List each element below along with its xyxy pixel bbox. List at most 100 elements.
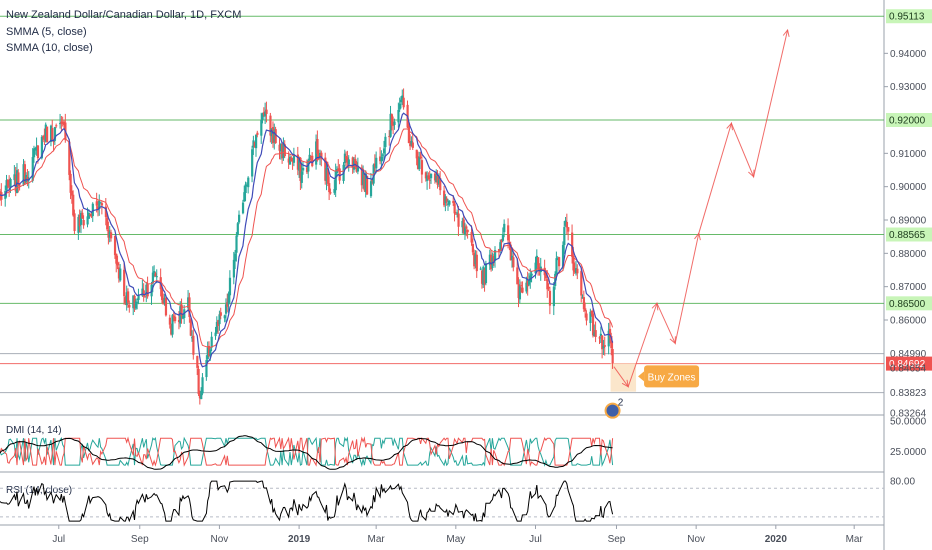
dmi-pane[interactable]: DMI (14, 14) 50.0000 25.0000: [0, 417, 927, 470]
candle-body: [72, 194, 75, 216]
candle-body: [329, 192, 332, 194]
time-tick-label: Sep: [608, 534, 626, 545]
price-tag-0.86500[interactable]: [886, 296, 932, 311]
candle-body: [15, 170, 19, 193]
candle-body: [325, 168, 328, 181]
candle-body: [99, 202, 102, 204]
candle-body: [62, 121, 66, 125]
candle-body: [299, 157, 302, 181]
time-tick-label: Nov: [687, 534, 705, 545]
price-tag-text: 0.84692: [889, 359, 926, 370]
candle-body: [428, 179, 431, 181]
candle-body: [470, 231, 473, 243]
candle-body: [351, 157, 354, 168]
rsi-pane[interactable]: RSI (14, close)80.00: [0, 477, 915, 523]
candle-body: [146, 284, 149, 297]
projection-arrowhead: [748, 169, 755, 178]
candle-body: [548, 290, 552, 306]
candle-body: [296, 154, 299, 170]
candle-body: [251, 149, 254, 177]
time-tick-label: Jul: [52, 534, 65, 545]
candle-body: [253, 142, 256, 148]
candle-body: [507, 225, 510, 241]
candle-body: [518, 286, 522, 300]
candle-body: [187, 297, 190, 308]
candle-body: [106, 217, 109, 230]
buy-zones-label: Buy Zones: [648, 372, 696, 383]
candle-body: [555, 258, 558, 276]
candle-body: [308, 154, 311, 160]
candle-body: [228, 277, 232, 296]
candle-body: [125, 292, 128, 306]
candle-body: [95, 201, 98, 206]
candle-body: [13, 174, 16, 181]
candle-body: [68, 141, 71, 175]
candle-body: [390, 114, 394, 126]
candle-body: [407, 125, 411, 143]
candle-body: [520, 285, 523, 287]
candle-body: [581, 297, 584, 299]
candle-body: [343, 153, 347, 164]
candle-body: [223, 315, 226, 319]
candle-body: [40, 136, 43, 159]
buy-zones-callout[interactable]: [644, 365, 700, 388]
candle-body: [552, 286, 555, 307]
candle-body: [315, 141, 318, 165]
candle-body: [500, 240, 503, 243]
candle-body: [168, 317, 171, 325]
candle-body: [87, 212, 91, 219]
candle-body: [281, 144, 284, 159]
candle-body: [501, 234, 505, 241]
candle-body: [305, 167, 309, 173]
price-tick-label: 0.94000: [890, 49, 927, 60]
candle-body: [354, 158, 357, 164]
price-pane[interactable]: Buy Zones 2: [0, 15, 884, 419]
time-axis[interactable]: Jul Sep Nov 2019 Mar May Jul Sep Nov 2020 Mar: [52, 525, 863, 545]
candle-body: [17, 172, 20, 186]
candle-body: [525, 282, 528, 292]
candle-body: [132, 295, 135, 309]
projection-arrowhead: [782, 28, 790, 37]
candle-body: [446, 203, 450, 205]
candle-body: [326, 169, 330, 184]
candle-body: [419, 156, 422, 159]
candle-body: [260, 120, 263, 136]
candle-body: [324, 157, 327, 181]
candle-body: [217, 320, 220, 326]
candle-body: [399, 99, 403, 103]
candle-body: [544, 274, 548, 279]
candle-body: [347, 159, 350, 165]
candle-body: [369, 181, 373, 197]
candle-body: [527, 280, 531, 285]
candle-body: [598, 337, 601, 339]
candle-body: [192, 335, 195, 355]
candle-body: [338, 168, 341, 181]
candle-body: [535, 255, 539, 265]
price-tag-0.88565[interactable]: [886, 227, 932, 242]
candle-body: [61, 122, 64, 124]
candle-body: [510, 255, 514, 261]
candle-body: [328, 183, 331, 193]
candle-body: [77, 217, 80, 233]
candle-body: [14, 175, 17, 192]
candle-body: [35, 146, 38, 150]
candle-body: [311, 155, 314, 167]
candle-body: [81, 212, 84, 219]
candle-body: [424, 172, 427, 179]
candle-body: [444, 196, 447, 203]
price-tag-0.84692[interactable]: [886, 356, 932, 371]
candle-body: [437, 180, 441, 184]
projection-arrowhead: [694, 232, 701, 241]
price-tick-label: 0.93000: [890, 82, 927, 93]
price-tag-0.95113[interactable]: [886, 9, 932, 24]
price-level-label: 0.84990: [890, 349, 927, 360]
candle-body: [238, 214, 241, 223]
candle-body: [5, 180, 8, 191]
price-tag-0.92000[interactable]: [886, 113, 932, 127]
candle-body: [580, 271, 583, 296]
candle-body: [241, 202, 245, 214]
candle-body: [594, 330, 597, 337]
price-axis[interactable]: 0.94000 0.93000 0.91000 0.90000 0.89000 0.880…: [884, 9, 932, 420]
candle-body: [503, 223, 506, 233]
